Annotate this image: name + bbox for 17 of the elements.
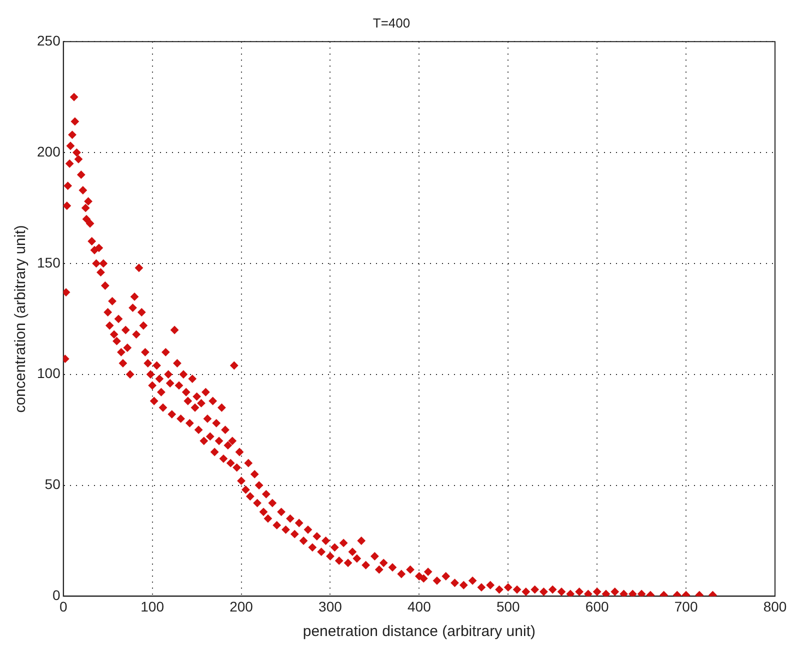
x-tick-label: 400: [408, 598, 432, 614]
x-tick-label: 300: [318, 598, 342, 614]
x-tick-label: 600: [585, 598, 609, 614]
y-tick-label: 100: [37, 365, 61, 382]
x-tick-label: 700: [674, 598, 698, 614]
x-axis-title: penetration distance (arbitrary unit): [302, 623, 536, 640]
y-tick-label: 0: [52, 587, 61, 604]
y-tick-label: 250: [37, 32, 61, 48]
x-tick-label: 200: [230, 598, 254, 614]
chart-title: T=400: [372, 15, 410, 30]
y-axis-title: concentration (arbitrary unit): [12, 225, 30, 413]
x-tick-label: 100: [140, 598, 164, 614]
y-tick-label: 200: [37, 143, 61, 160]
y-tick-label: 150: [37, 254, 61, 270]
x-tick-label: 500: [496, 598, 520, 614]
y-tick-label: 50: [44, 476, 61, 492]
x-tick-label: 800: [763, 598, 787, 614]
